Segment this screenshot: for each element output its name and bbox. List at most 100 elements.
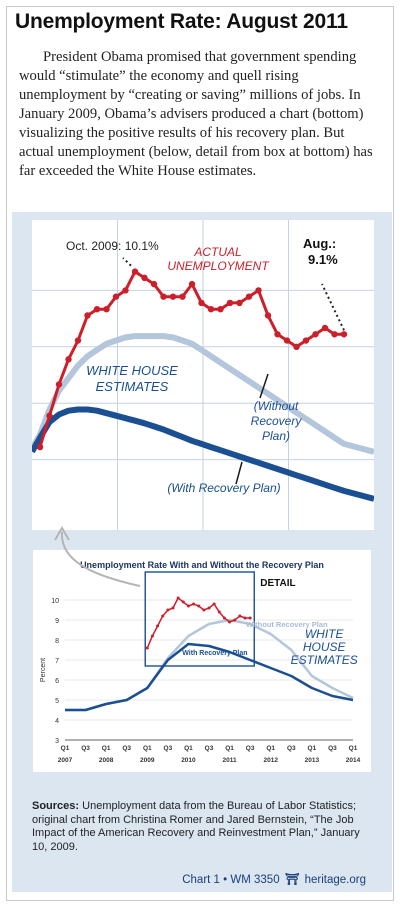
bottom-white-house-line2: HOUSE xyxy=(303,640,347,654)
bottom-actual-point xyxy=(243,616,247,620)
year-label: 2012 xyxy=(263,757,278,764)
actual-point xyxy=(283,337,291,344)
year-label: 2007 xyxy=(58,757,73,764)
bottom-actual-point xyxy=(156,624,160,628)
peak-callout-line xyxy=(122,257,132,267)
white-house-label-line1: WHITE HOUSE xyxy=(86,363,178,378)
actual-point xyxy=(255,287,262,294)
actual-label-line1: ACTUAL xyxy=(193,245,241,259)
actual-point xyxy=(93,306,101,313)
bottom-actual-point xyxy=(238,614,242,618)
actual-point xyxy=(245,293,253,300)
bottom-white-house-line1: WHITE xyxy=(305,627,345,641)
x-tick-label: Q1 xyxy=(143,745,152,752)
intro-paragraph: President Obama promised that government… xyxy=(19,49,373,179)
bottom-actual-point xyxy=(150,634,154,638)
bottom-actual-point xyxy=(166,608,170,612)
actual-point xyxy=(36,443,44,451)
year-label: 2008 xyxy=(99,757,114,764)
actual-label-line2: UNEMPLOYMENT xyxy=(167,259,270,273)
bottom-white-house-line3: ESTIMATES xyxy=(291,653,358,667)
x-tick-label: Q3 xyxy=(328,745,337,752)
x-tick-label: Q1 xyxy=(61,745,70,752)
without-plan-label: Plan) xyxy=(262,429,290,443)
page-title: Unemployment Rate: August 2011 xyxy=(15,10,348,33)
y-tick-label: 4 xyxy=(55,718,59,725)
actual-point xyxy=(274,331,281,338)
actual-point xyxy=(302,337,310,344)
y-tick-label: 6 xyxy=(55,678,59,685)
actual-point xyxy=(150,280,158,288)
latest-callout-line xyxy=(321,283,345,331)
bottom-actual-point xyxy=(217,610,221,614)
with-plan-line xyxy=(32,406,374,502)
bottom-actual-point xyxy=(228,620,232,624)
x-tick-label: Q3 xyxy=(164,745,173,752)
latest-annotation-line1: Aug.: xyxy=(303,236,336,251)
y-tick-label: 5 xyxy=(55,698,59,705)
with-plan-label: (With Recovery Plan) xyxy=(167,481,280,495)
actual-point xyxy=(160,293,167,300)
actual-point xyxy=(131,268,139,275)
x-tick-label: Q1 xyxy=(266,745,275,752)
bottom-actual-point xyxy=(192,602,196,606)
recovery-plan-chart: Unemployment Rate With and Without the R… xyxy=(40,560,361,764)
detail-label: DETAIL xyxy=(260,578,295,589)
actual-point xyxy=(226,299,234,307)
y-tick-label: 8 xyxy=(55,638,59,645)
bottom-actual-point xyxy=(248,616,252,620)
x-tick-label: Q1 xyxy=(349,745,358,752)
bottom-actual-point xyxy=(197,604,201,608)
actual-point xyxy=(141,274,148,282)
bottom-actual-point xyxy=(212,602,216,606)
actual-point xyxy=(55,381,63,388)
x-tick-label: Q1 xyxy=(184,745,193,752)
year-label: 2014 xyxy=(346,757,361,764)
detail-box xyxy=(144,571,255,667)
y-tick-label: 7 xyxy=(55,658,59,665)
bottom-actual-point xyxy=(186,604,190,608)
latest-annotation-line2: 9.1% xyxy=(308,252,338,267)
actual-point xyxy=(169,293,177,300)
sources-label: Sources: xyxy=(32,800,80,812)
bottom-actual-point xyxy=(202,608,206,612)
y-axis-label: Percent xyxy=(40,658,47,682)
bottom-with-plan-line xyxy=(65,642,354,712)
actual-point xyxy=(340,331,348,338)
bottom-actual-point xyxy=(233,618,237,622)
with-plan-pointer xyxy=(235,461,243,485)
year-label: 2009 xyxy=(140,757,155,764)
bottom-actual-point xyxy=(145,646,149,650)
year-label: 2013 xyxy=(305,757,320,764)
footer-bullet: • xyxy=(223,874,228,886)
actual-point xyxy=(179,293,186,300)
actual-point xyxy=(103,306,110,313)
actual-point xyxy=(65,356,72,363)
site-link[interactable]: heritage.org xyxy=(304,874,366,886)
actual-point xyxy=(46,412,53,419)
actual-point xyxy=(188,280,196,288)
actual-point xyxy=(236,299,243,307)
bottom-with-plan-label: With Recovery Plan xyxy=(182,650,247,657)
x-tick-label: Q3 xyxy=(205,745,214,752)
y-tick-label: 10 xyxy=(51,598,59,605)
year-label: 2010 xyxy=(181,757,196,764)
peak-annotation: Oct. 2009: 10.1% xyxy=(66,239,159,253)
x-tick-label: Q3 xyxy=(81,745,90,752)
actual-point xyxy=(293,343,300,350)
actual-point xyxy=(112,293,120,300)
bottom-actual-point xyxy=(161,614,165,618)
x-tick-label: Q1 xyxy=(102,745,111,752)
actual-point xyxy=(84,312,91,319)
bottom-actual-point xyxy=(181,600,185,604)
y-tick-label: 3 xyxy=(55,738,59,745)
sources-text: Unemployment data from the Bureau of Lab… xyxy=(32,800,360,853)
sources-note: Sources: Unemployment data from the Bure… xyxy=(32,800,377,854)
actual-point xyxy=(312,331,319,338)
bottom-actual-point xyxy=(171,606,175,610)
without-plan-pointer xyxy=(259,373,269,399)
actual-point xyxy=(264,312,272,319)
actual-point xyxy=(207,306,215,313)
x-tick-label: Q3 xyxy=(246,745,255,752)
without-plan-line xyxy=(32,333,374,455)
